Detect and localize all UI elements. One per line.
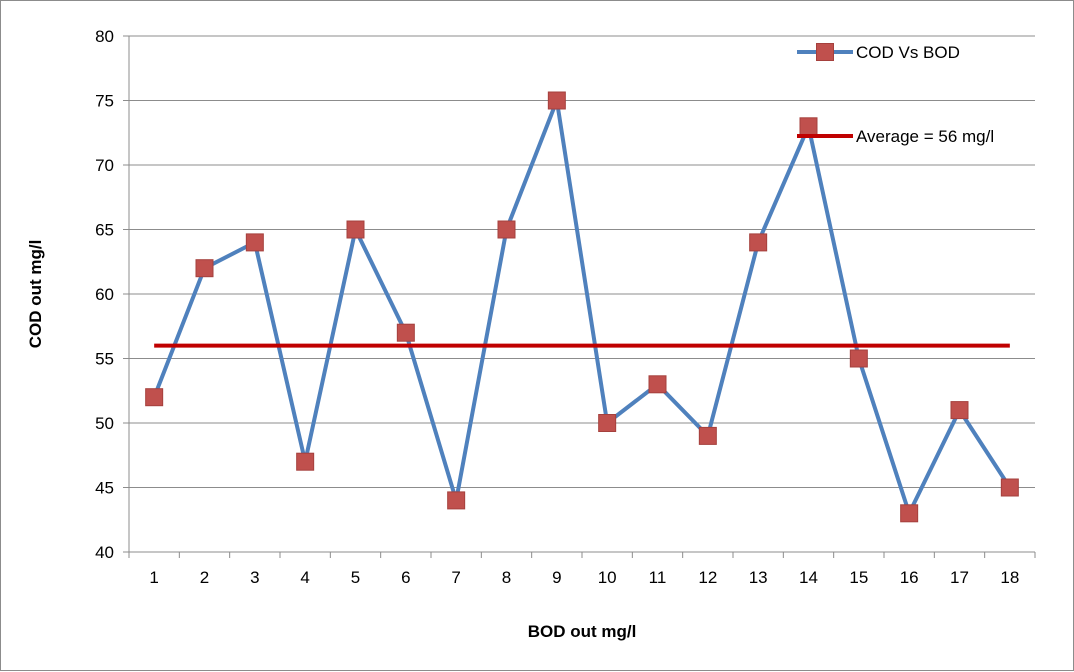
x-axis-title: BOD out mg/l: [528, 622, 637, 641]
x-tick-label: 13: [749, 568, 768, 587]
y-tick-label: 55: [95, 350, 114, 369]
data-point: [547, 91, 566, 110]
y-tick-label: 65: [95, 221, 114, 240]
x-tick-label: 3: [250, 568, 259, 587]
y-tick-label: 70: [95, 156, 114, 175]
y-tick-label: 45: [95, 479, 114, 498]
y-tick-label: 80: [95, 27, 114, 46]
data-point: [195, 259, 214, 278]
data-point: [900, 504, 919, 523]
data-point: [598, 414, 617, 432]
y-tick-label: 50: [95, 414, 114, 433]
x-tick-label: 15: [849, 568, 868, 587]
x-tick-label: 6: [401, 568, 410, 587]
x-tick-label: 12: [698, 568, 717, 587]
legend: COD Vs BOD Average = 56 mg/l: [797, 43, 994, 146]
x-tick-label: 2: [200, 568, 209, 587]
x-tick-label: 10: [598, 568, 617, 587]
y-tick-label: 75: [95, 92, 114, 111]
data-point: [396, 323, 415, 342]
data-point: [447, 491, 466, 510]
x-tick-label: 1: [149, 568, 158, 587]
x-tick-label: 16: [900, 568, 919, 587]
x-tick-label: 5: [351, 568, 360, 587]
data-point: [497, 220, 516, 239]
data-point: [799, 117, 818, 136]
axes: [123, 35, 1036, 558]
data-point: [698, 426, 717, 445]
data-point: [648, 375, 667, 394]
x-tick-label: 18: [1000, 568, 1019, 587]
x-tick-label: 7: [451, 568, 460, 587]
data-point: [1000, 478, 1019, 497]
x-tick-label: 8: [502, 568, 511, 587]
x-tick-label: 17: [950, 568, 969, 587]
data-point: [346, 220, 365, 239]
legend-label-cod-vs-bod: COD Vs BOD: [856, 43, 960, 62]
x-tick-labels: 1 2 3 4 5 6 7 8 9 10 11 12 13 14 15 16 17 18: [149, 568, 1019, 587]
y-tick-labels: 40 45 50 55 60 65 70 75 80: [95, 27, 114, 562]
x-tick-label: 9: [552, 568, 561, 587]
x-tick-label: 11: [649, 568, 667, 587]
data-point: [245, 233, 264, 252]
x-tick-label: 4: [300, 568, 309, 587]
data-point: [145, 388, 164, 407]
data-point: [849, 349, 868, 368]
y-axis-title: COD out mg/l: [26, 240, 45, 349]
series: [145, 91, 1019, 523]
series-line-cod-vs-bod: [152, 98, 1012, 516]
data-point: [749, 233, 768, 252]
legend-label-average: Average = 56 mg/l: [856, 127, 994, 146]
legend-marker-cod-vs-bod: [816, 43, 834, 61]
y-tick-label: 60: [95, 285, 114, 304]
y-tick-label: 40: [95, 543, 114, 562]
data-point: [296, 452, 315, 471]
x-tick-label: 14: [799, 568, 818, 587]
data-point: [950, 401, 969, 420]
